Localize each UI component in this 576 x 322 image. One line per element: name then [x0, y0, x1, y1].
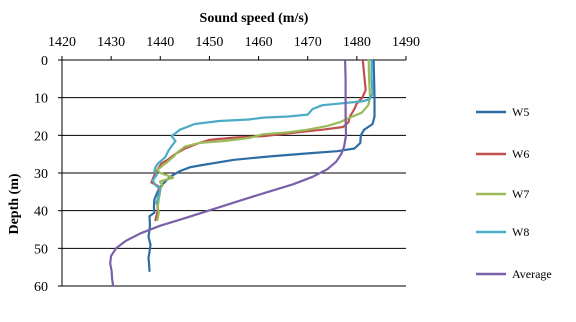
series-line-w8 — [151, 58, 374, 205]
y-tick-labels: 0 10 20 30 40 50 60 — [34, 54, 48, 295]
legend: W5 W6 W7 W8 Average — [476, 105, 552, 281]
y-tick-label: 10 — [34, 92, 48, 107]
legend-label-w6: W6 — [512, 147, 529, 161]
x-tick-label: 1430 — [97, 35, 125, 50]
legend-label-w7: W7 — [512, 187, 529, 201]
series-line-average — [109, 58, 348, 288]
series-line-w7 — [156, 58, 372, 222]
legend-label-average: Average — [512, 267, 552, 281]
series-line-w6 — [150, 58, 367, 222]
y-tick-label: 20 — [34, 129, 48, 144]
legend-label-w8: W8 — [512, 225, 529, 239]
series-line-w5 — [147, 58, 376, 272]
x-tick-label: 1470 — [294, 35, 322, 50]
legend-label-w5: W5 — [512, 105, 529, 119]
y-tick-label: 60 — [34, 280, 48, 295]
y-axis-title: Depth (m) — [7, 173, 22, 234]
axes — [58, 56, 407, 287]
x-tick-labels: 1420 1430 1440 1450 1460 1470 1480 1490 — [48, 35, 420, 50]
x-axis-title: Sound speed (m/s) — [200, 11, 309, 26]
x-tick-label: 1480 — [343, 35, 371, 50]
x-tick-label: 1460 — [245, 35, 273, 50]
x-tick-label: 1440 — [146, 35, 174, 50]
series-lines — [109, 58, 376, 288]
x-tick-label: 1420 — [48, 35, 76, 50]
y-tick-label: 30 — [34, 167, 48, 182]
y-tick-label: 40 — [34, 205, 48, 220]
gridlines — [62, 97, 406, 287]
y-tick-label: 50 — [34, 242, 48, 257]
x-tick-label: 1450 — [195, 35, 223, 50]
x-tick-label: 1490 — [392, 35, 420, 50]
y-tick-label: 0 — [41, 54, 48, 69]
